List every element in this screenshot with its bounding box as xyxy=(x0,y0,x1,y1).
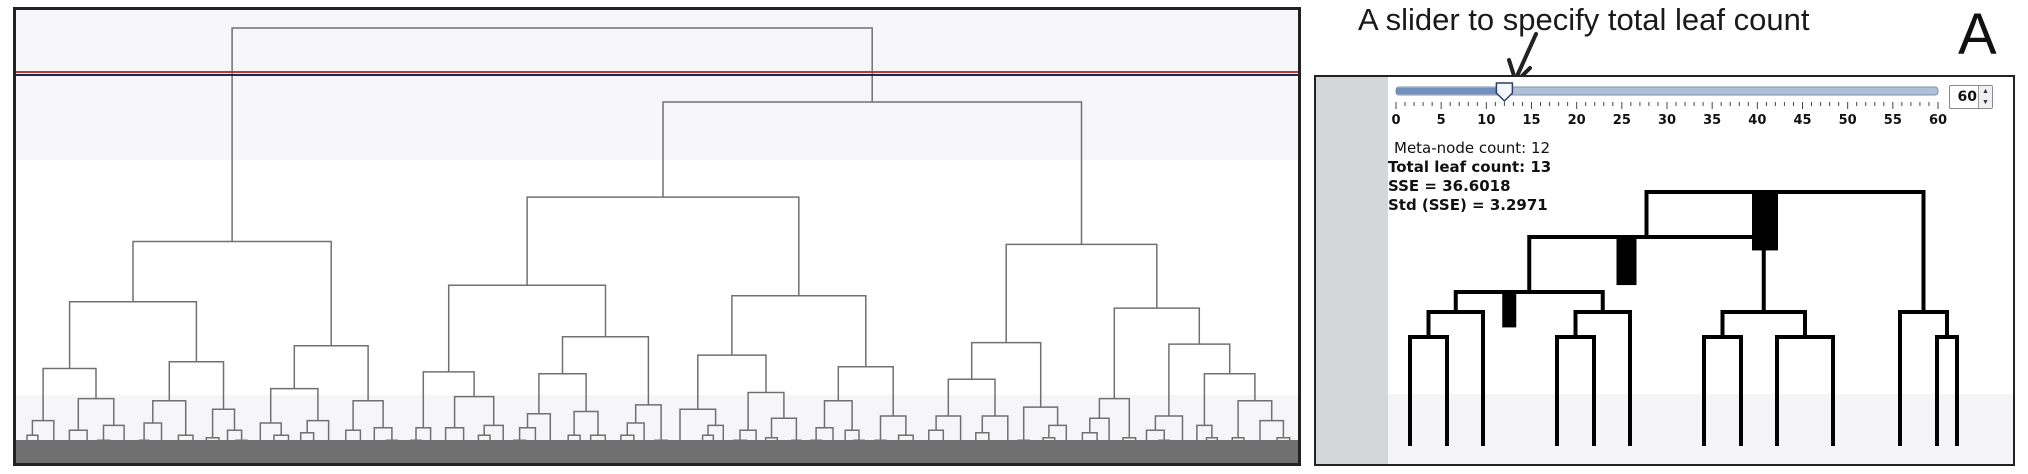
meta-node-link xyxy=(1935,335,1959,446)
meta-dendrogram-area: Meta-node count: 12 Total leaf count: 13… xyxy=(1388,137,2013,464)
full-dendrogram-panel xyxy=(13,7,1301,466)
slider-area: 0 5 10 15 20 25 30 35 40 45 50 55 60 xyxy=(1388,77,2013,137)
slider-tick-label: 35 xyxy=(1703,113,1721,128)
meta-node-link xyxy=(1702,335,1743,446)
meta-node-link xyxy=(1426,310,1485,446)
slider-fill xyxy=(1396,88,1505,94)
slider-tick-label: 20 xyxy=(1568,113,1586,128)
slider-tick-label: 15 xyxy=(1522,113,1540,128)
left-gutter xyxy=(1316,77,1388,464)
spinner-down-icon[interactable]: ▼ xyxy=(1978,97,1992,108)
meta-node-link xyxy=(1408,335,1449,446)
slider-tick-label: 55 xyxy=(1884,113,1902,128)
slider-tick-label: 5 xyxy=(1437,113,1446,128)
slider-tick-label: 60 xyxy=(1929,113,1947,128)
meta-node-link xyxy=(1453,290,1605,312)
slider-tick-label: 30 xyxy=(1658,113,1676,128)
meta-node-link xyxy=(1644,190,1926,312)
meta-node-marker xyxy=(1752,192,1778,251)
slider-tick-label: 40 xyxy=(1748,113,1766,128)
meta-node-marker xyxy=(1616,237,1637,286)
meta-node-marker xyxy=(1502,292,1517,328)
meta-node-link xyxy=(1527,235,1766,312)
bottom-shade xyxy=(1388,394,2013,464)
std-sse-value: Std (SSE) = 3.2971 xyxy=(1388,196,1548,214)
meta-node-link xyxy=(1775,335,1835,446)
meta-node-link xyxy=(1555,335,1596,446)
dendrogram-leaf-band xyxy=(16,440,1298,463)
slider-tick-label: 0 xyxy=(1391,113,1400,128)
meta-node-link xyxy=(1720,310,1807,337)
meta-dendrogram xyxy=(1408,190,1959,446)
slider-tick-label: 50 xyxy=(1839,113,1857,128)
spinner-value[interactable]: 60 xyxy=(1957,89,1977,105)
meta-node-link xyxy=(1573,310,1632,446)
full-dendrogram xyxy=(16,10,1298,463)
leaf-count-spinner[interactable]: 60 ▲ ▼ xyxy=(1949,85,1993,109)
meta-node-count: Meta-node count: 12 xyxy=(1394,139,1551,157)
slider-handle[interactable] xyxy=(1495,82,1514,103)
total-leaf-count: Total leaf count: 13 xyxy=(1388,158,1552,176)
slider-callout-text: A slider to specify total leaf count xyxy=(1358,2,1810,37)
slider-tick-label: 45 xyxy=(1793,113,1811,128)
panel-letter: A xyxy=(1958,2,1997,67)
slider-tick-label: 25 xyxy=(1613,113,1631,128)
leaf-count-slider[interactable]: 0 5 10 15 20 25 30 35 40 45 50 55 60 xyxy=(1388,77,2015,137)
meta-node-link xyxy=(1898,310,1949,446)
sse-value: SSE = 36.6018 xyxy=(1388,177,1511,195)
slider-tick-label: 10 xyxy=(1477,113,1495,128)
meta-node-panel: 0 5 10 15 20 25 30 35 40 45 50 55 60 Meta-node count… xyxy=(1314,75,2015,466)
